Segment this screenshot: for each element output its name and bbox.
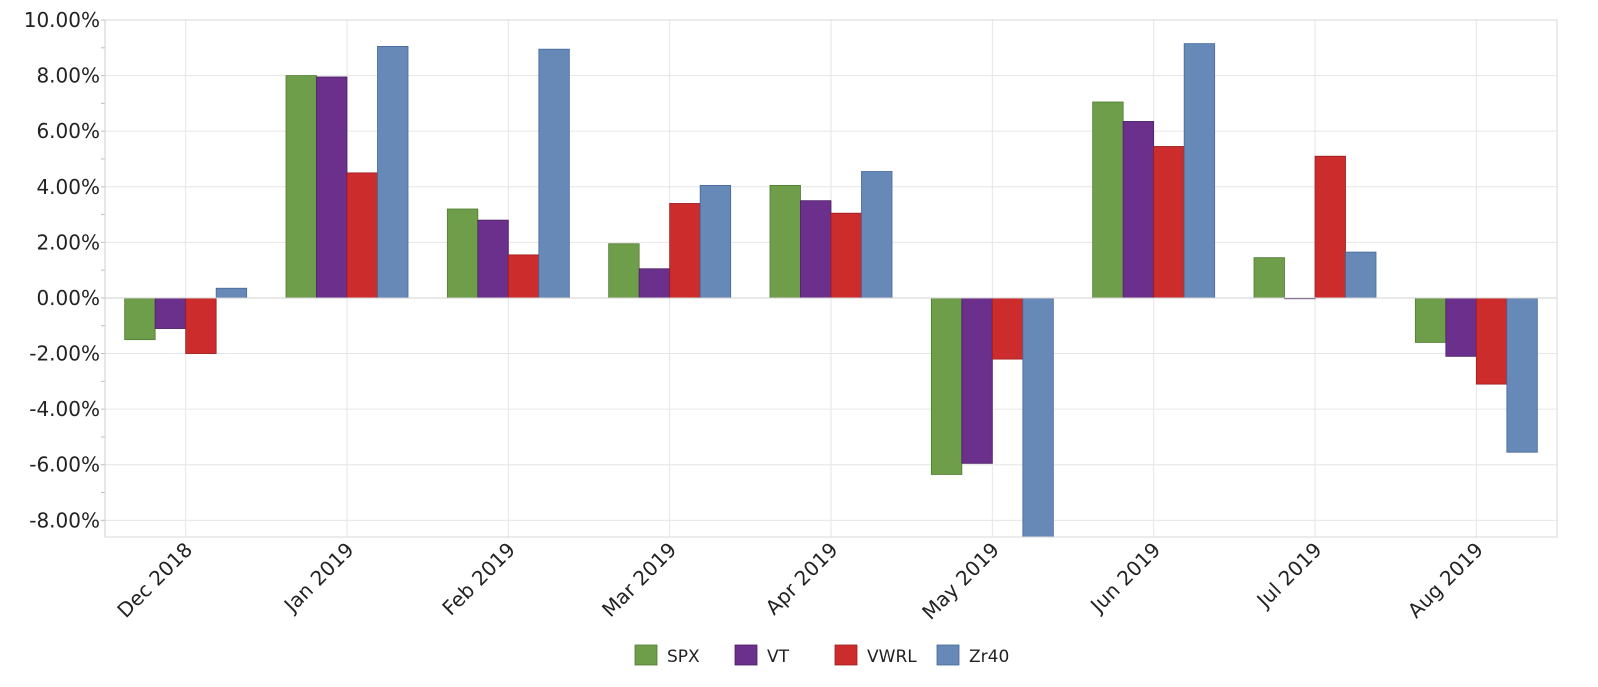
bar-vt-feb-2019: [477, 219, 509, 299]
bar-vwrl-may-2019: [991, 297, 1024, 360]
legend-swatch: [834, 644, 858, 666]
bar-zr40-feb-2019: [538, 48, 570, 299]
bar-zr40-aug-2019: [1506, 297, 1538, 453]
legend-label: Zr40: [969, 647, 1009, 667]
bar-zr40-mar-2019: [699, 184, 732, 299]
bar-vt-dec-2018: [154, 297, 187, 329]
y-tick-label: -6.00%: [29, 453, 100, 477]
bar-spx-feb-2019: [446, 208, 479, 299]
x-tick-label: Jul 2019: [1251, 538, 1327, 614]
legend-item-spx: SPX: [634, 644, 700, 667]
y-tick-label: 0.00%: [36, 286, 100, 310]
axis-layer: [101, 19, 1558, 538]
x-tick-label: May 2019: [917, 538, 1004, 625]
bar-vt-jan-2019: [316, 76, 348, 299]
y-tick-label: 10.00%: [24, 8, 100, 32]
y-tick-label: -4.00%: [29, 397, 100, 421]
legend-label: SPX: [667, 647, 700, 667]
y-tick-label: 2.00%: [36, 230, 100, 254]
bar-zr40-apr-2019: [861, 171, 893, 299]
bar-spx-jan-2019: [285, 75, 317, 299]
bar-vt-mar-2019: [638, 268, 671, 299]
legend-label: VT: [767, 647, 790, 667]
bar-vwrl-jan-2019: [346, 172, 378, 299]
bar-vwrl-jul-2019: [1314, 155, 1346, 299]
y-tick-labels: 10.00% 8.00% 6.00% 4.00% 2.00% 0.00% -2.00% -4.…: [24, 8, 100, 532]
bar-vwrl-jun-2019: [1153, 146, 1185, 299]
legend-swatch: [734, 644, 758, 666]
bar-spx-jun-2019: [1092, 101, 1124, 299]
y-tick-label: -8.00%: [29, 508, 100, 532]
legend-swatch: [634, 644, 658, 666]
bar-vwrl-aug-2019: [1475, 297, 1508, 385]
x-tick-labels: Dec 2018 Jan 2019 Feb 2019 Mar 2019 Apr 2019…: [112, 538, 1487, 625]
bar-vwrl-dec-2018: [185, 297, 217, 354]
legend: SPX VT VWRL Zr40: [634, 644, 1009, 667]
bar-vwrl-apr-2019: [830, 212, 862, 299]
y-tick-label: 8.00%: [36, 64, 100, 88]
bar-vt-may-2019: [961, 297, 993, 464]
x-tick-label: Mar 2019: [597, 538, 681, 622]
bar-vt-aug-2019: [1445, 297, 1477, 357]
bar-zr40-dec-2018: [215, 287, 248, 299]
bar-spx-jul-2019: [1253, 257, 1285, 299]
legend-item-zr40: Zr40: [936, 644, 1009, 667]
bar-vwrl-mar-2019: [669, 203, 701, 299]
x-tick-label: Aug 2019: [1403, 538, 1488, 623]
bar-vt-apr-2019: [800, 200, 832, 299]
bar-vwrl-feb-2019: [507, 254, 540, 299]
bar-vt-jun-2019: [1122, 121, 1155, 299]
y-tick-label: -2.00%: [29, 342, 100, 366]
bar-spx-apr-2019: [769, 184, 801, 299]
legend-item-vt: VT: [734, 644, 790, 667]
legend-swatch: [936, 644, 960, 666]
x-tick-label: Feb 2019: [437, 538, 519, 620]
bar-zr40-jul-2019: [1345, 251, 1377, 299]
legend-label: VWRL: [867, 647, 917, 667]
y-tick-label: 4.00%: [36, 175, 100, 199]
bar-zr40-jan-2019: [377, 46, 409, 299]
bar-zr40-may-2019: [1022, 297, 1054, 538]
bar-spx-aug-2019: [1414, 297, 1447, 343]
bars-layer: [124, 43, 1538, 538]
y-tick-label: 6.00%: [36, 119, 100, 143]
x-tick-label: Jan 2019: [278, 538, 359, 619]
bar-zr40-jun-2019: [1183, 43, 1216, 299]
x-tick-label: Apr 2019: [761, 538, 843, 620]
bar-spx-dec-2018: [124, 297, 156, 341]
x-tick-label: Jun 2019: [1084, 538, 1165, 619]
x-tick-label: Dec 2018: [112, 538, 197, 623]
bar-spx-mar-2019: [608, 243, 640, 299]
legend-item-vwrl: VWRL: [834, 644, 917, 667]
bar-spx-may-2019: [930, 297, 963, 475]
